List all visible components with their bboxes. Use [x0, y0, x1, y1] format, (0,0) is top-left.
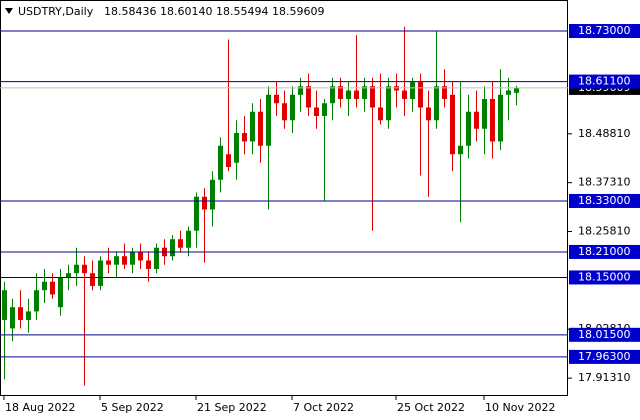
- candle-body: [58, 277, 63, 308]
- y-tick-label: 18.25810: [578, 225, 631, 238]
- candle-body: [170, 239, 175, 257]
- candle-body: [138, 251, 143, 261]
- candle-body: [66, 273, 71, 278]
- x-tick-label: 18 Aug 2022: [5, 401, 75, 414]
- candle-body: [346, 90, 351, 99]
- candle-body: [178, 239, 183, 248]
- x-tick-label: 5 Sep 2022: [101, 401, 164, 414]
- candle-body: [234, 132, 239, 163]
- candle-body: [2, 290, 7, 320]
- candle-body: [490, 99, 495, 142]
- level-box: [569, 244, 640, 259]
- chart-title: USDTRY,Daily: [18, 5, 94, 18]
- y-tick-label: 18.48810: [578, 127, 631, 140]
- candle-body: [10, 307, 15, 329]
- candle-body: [370, 86, 375, 108]
- candle-body: [282, 103, 287, 121]
- candle-body: [258, 111, 263, 146]
- candle-body: [146, 260, 151, 269]
- menu-arrow: [5, 8, 13, 14]
- candle-body: [82, 264, 87, 274]
- candle-body: [90, 273, 95, 286]
- candle-body: [130, 251, 135, 265]
- candle-body: [378, 107, 383, 121]
- level-label: 18.15000: [578, 270, 631, 283]
- level-label: 18.01500: [578, 328, 631, 341]
- candle-body: [242, 132, 247, 142]
- candle-body: [426, 107, 431, 121]
- header-open: 18.58436: [104, 5, 157, 18]
- candle-body: [74, 264, 79, 274]
- candle-body: [362, 86, 367, 99]
- candle-body: [202, 196, 207, 210]
- candle-body: [506, 90, 511, 95]
- candle-body: [410, 82, 415, 99]
- candle-body: [250, 111, 255, 142]
- candle-body: [322, 103, 327, 116]
- candle-body: [314, 107, 319, 116]
- candle-body: [458, 145, 463, 155]
- candle-body: [474, 111, 479, 129]
- candle-body: [514, 87, 519, 93]
- header-high: 18.60140: [160, 5, 213, 18]
- candle-body: [418, 82, 423, 108]
- x-tick-label: 25 Oct 2022: [397, 401, 465, 414]
- level-box: [569, 193, 640, 208]
- candle-body: [226, 154, 231, 167]
- candle-body: [290, 94, 295, 121]
- candle-body: [442, 86, 447, 99]
- level-box: [569, 24, 640, 39]
- candle-body: [194, 196, 199, 231]
- header-low: 18.55494: [216, 5, 269, 18]
- candle-body: [306, 86, 311, 108]
- candle-body: [154, 247, 159, 269]
- x-tick-label: 7 Oct 2022: [293, 401, 354, 414]
- candle-body: [386, 86, 391, 121]
- candle-body: [298, 86, 303, 95]
- y-tick-label: 18.37310: [578, 176, 631, 189]
- candle-body: [50, 281, 55, 295]
- level-box: [569, 349, 640, 364]
- candle-body: [114, 256, 119, 265]
- candle-body: [210, 179, 215, 210]
- candle-body: [354, 90, 359, 99]
- candle-body: [482, 99, 487, 129]
- candle-body: [218, 145, 223, 180]
- candle-body: [434, 86, 439, 121]
- candle-body: [330, 86, 335, 104]
- candle-body: [26, 311, 31, 320]
- candle-body: [498, 94, 503, 142]
- candle-body: [18, 307, 23, 320]
- plot-frame: [0, 0, 568, 396]
- candle-body: [98, 260, 103, 286]
- level-label: 18.21000: [578, 245, 631, 258]
- x-tick-label: 10 Nov 2022: [485, 401, 555, 414]
- candle-body: [402, 90, 407, 99]
- candle-body: [450, 94, 455, 155]
- y-tick-label: 17.91310: [578, 371, 631, 384]
- x-tick-label: 21 Sep 2022: [197, 401, 267, 414]
- level-label: 18.33000: [578, 194, 631, 207]
- level-label: 18.73000: [578, 24, 631, 37]
- candle-body: [338, 86, 343, 99]
- level-box: [569, 270, 640, 285]
- level-box: [569, 327, 640, 342]
- candle-body: [42, 281, 47, 291]
- candle-body: [106, 260, 111, 265]
- candle-body: [274, 94, 279, 104]
- candle-body: [122, 256, 127, 265]
- candle-body: [186, 230, 191, 248]
- header-close: 18.59609: [272, 5, 325, 18]
- level-label: 18.61100: [578, 75, 631, 88]
- candle-body: [34, 290, 39, 312]
- candle-body: [466, 111, 471, 146]
- candle-body: [266, 94, 271, 146]
- level-label: 17.96300: [578, 350, 631, 363]
- level-box: [569, 74, 640, 89]
